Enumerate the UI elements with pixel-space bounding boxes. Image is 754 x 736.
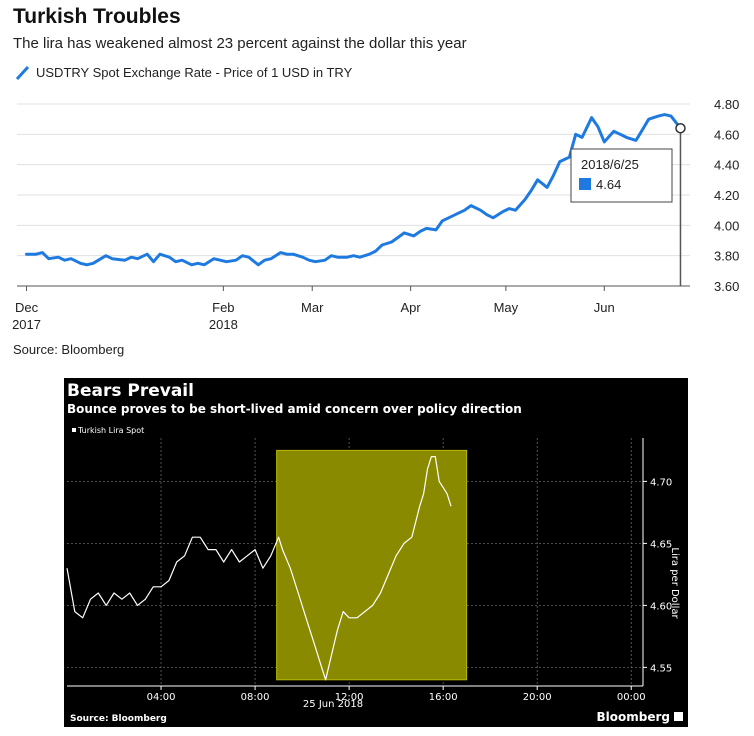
x-tick-label: Mar: [301, 300, 324, 315]
y-tick-label: 4.80: [714, 97, 739, 112]
source-label: Source: Bloomberg: [13, 342, 124, 357]
x-axis-ticks: Dec 2017 Feb 2018 Mar Apr May Jun: [12, 286, 615, 332]
y-tick-label: 4.65: [650, 539, 672, 550]
highlight-box: [276, 449, 468, 681]
chart-subtitle: The lira has weakened almost 23 percent …: [13, 35, 467, 52]
y-tick-label: 4.60: [714, 127, 739, 142]
x-tick-label: 08:00: [241, 692, 270, 703]
y-axis-label: Lira per Dollar: [669, 547, 680, 619]
legend-swatch: [72, 428, 76, 432]
x-tick-label: 04:00: [147, 692, 176, 703]
x-tick-label: Jun: [594, 300, 615, 315]
y-axis-ticks: 4.55 4.60 4.65 4.70: [642, 438, 672, 686]
source-label: Source: Bloomberg: [70, 714, 167, 724]
tooltip-swatch: [579, 178, 591, 190]
y-tick-label: 4.70: [650, 477, 672, 488]
series-line[interactable]: [66, 456, 452, 681]
tooltip-date: 2018/6/25: [581, 157, 639, 172]
legend-label[interactable]: Turkish Lira Spot: [77, 426, 144, 435]
y-tick-label: 4.00: [714, 218, 739, 233]
chart-title: Bears Prevail: [67, 381, 194, 401]
legend-swatch: [15, 65, 30, 81]
y-tick-label: 4.60: [650, 601, 672, 612]
x-tick-label: 16:00: [429, 692, 458, 703]
x-axis-ticks: 04:00 08:00 12:00 16:00 20:00 00:00: [67, 685, 646, 703]
chart-title: Turkish Troubles: [13, 5, 181, 28]
x-tick-label: Apr: [401, 300, 422, 315]
tooltip-point-marker[interactable]: [675, 123, 686, 134]
brand-label: Bloomberg: [597, 710, 671, 724]
tooltip: 2018/6/25 4.64: [570, 148, 673, 203]
y-tick-label: 4.20: [714, 188, 739, 203]
tooltip-crosshair: [675, 123, 686, 286]
x-tick-label: Dec: [15, 300, 39, 315]
tooltip-box: [570, 148, 673, 203]
y-tick-label: 3.80: [714, 249, 739, 264]
grid-lines: [17, 103, 690, 287]
x-tick-label: Feb: [212, 300, 234, 315]
y-tick-label: 3.60: [714, 279, 739, 294]
legend-label[interactable]: USDTRY Spot Exchange Rate - Price of 1 U…: [36, 65, 353, 80]
y-tick-label: 4.55: [650, 663, 672, 674]
tooltip-value: 4.64: [596, 177, 621, 192]
x-tick-label: May: [494, 300, 519, 315]
bloomberg-logo-icon: [674, 712, 683, 721]
series-line[interactable]: [25, 113, 682, 267]
y-axis-ticks: 3.60 3.80 4.00 4.20 4.40 4.60 4.80: [714, 97, 739, 294]
bears-prevail-chart: Bears Prevail Bounce proves to be short-…: [64, 378, 688, 727]
x-tick-label: 00:00: [617, 692, 646, 703]
y-tick-label: 4.40: [714, 158, 739, 173]
usdtry-chart: Turkish Troubles The lira has weakened a…: [12, 5, 739, 357]
x-tick-label: 20:00: [523, 692, 552, 703]
x-tick-year-label: 2018: [209, 317, 238, 332]
chart-subtitle: Bounce proves to be short-lived amid con…: [67, 402, 522, 416]
x-tick-label: 12:00: [335, 692, 364, 703]
x-date-label: 25 Jun 2018: [303, 699, 363, 710]
x-tick-year-label: 2017: [12, 317, 41, 332]
